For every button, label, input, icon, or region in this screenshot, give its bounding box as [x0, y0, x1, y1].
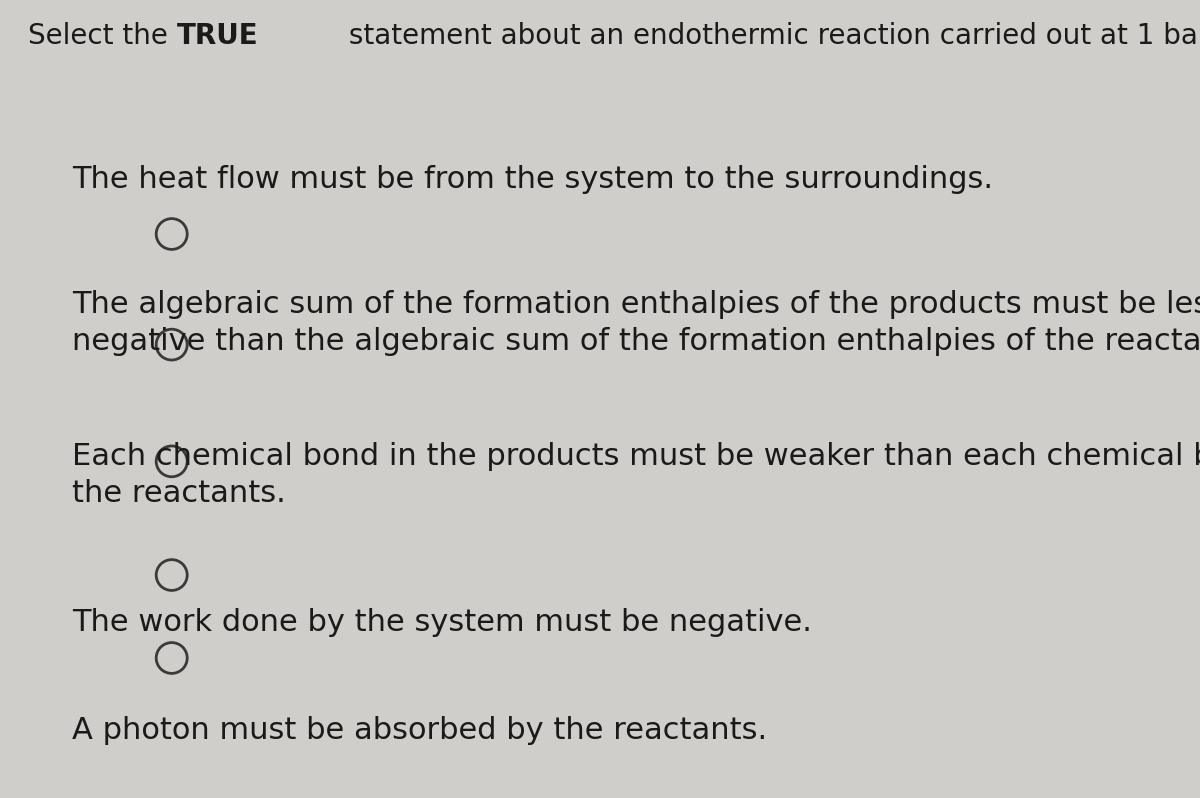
Text: The heat flow must be from the system to the surroundings.: The heat flow must be from the system to…	[72, 165, 994, 194]
Text: Select the: Select the	[28, 22, 176, 50]
Text: The work done by the system must be negative.: The work done by the system must be nega…	[72, 608, 812, 637]
Text: A photon must be absorbed by the reactants.: A photon must be absorbed by the reactan…	[72, 716, 767, 745]
Text: The algebraic sum of the formation enthalpies of the products must be less
negat: The algebraic sum of the formation entha…	[72, 290, 1200, 356]
Text: TRUE: TRUE	[176, 22, 258, 50]
Text: Each chemical bond in the products must be weaker than each chemical bond
the re: Each chemical bond in the products must …	[72, 442, 1200, 508]
Text: statement about an endothermic reaction carried out at 1 bar.: statement about an endothermic reaction …	[340, 22, 1200, 50]
